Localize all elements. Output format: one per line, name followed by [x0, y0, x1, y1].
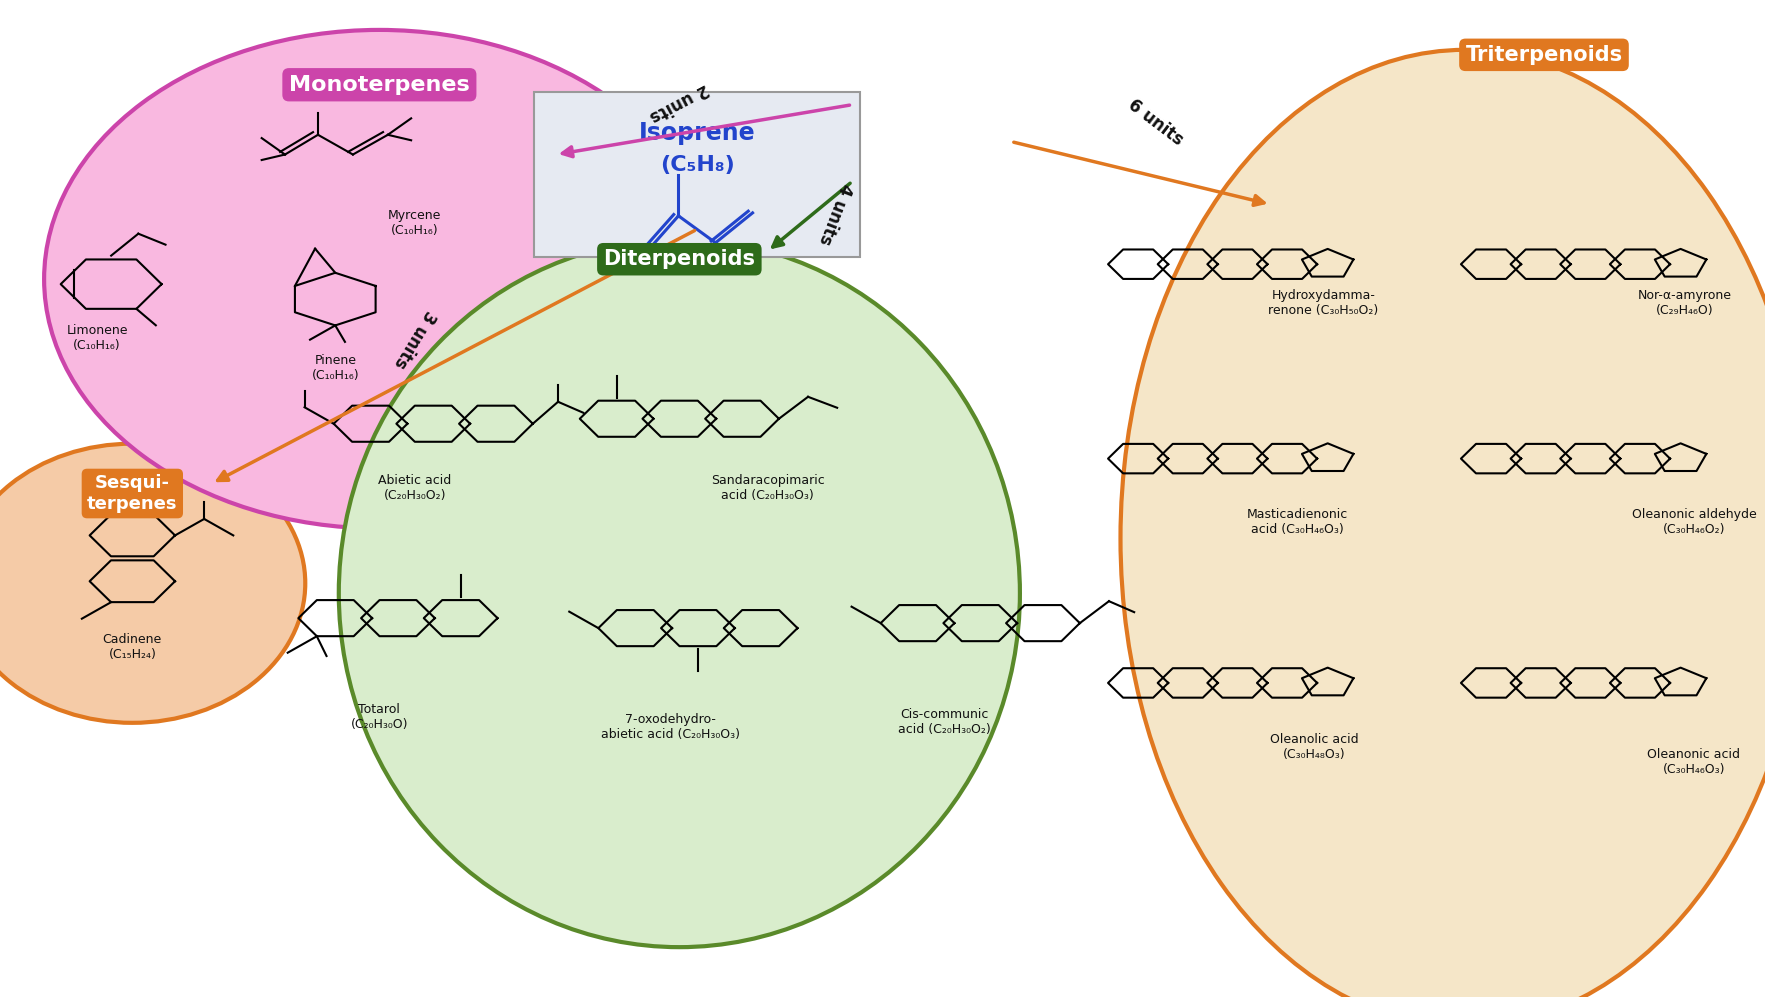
Text: Diterpenoids: Diterpenoids — [602, 249, 755, 269]
Text: Abietic acid
(C₂₀H₃₀O₂): Abietic acid (C₂₀H₃₀O₂) — [377, 474, 452, 501]
Text: Sesqui-
terpenes: Sesqui- terpenes — [87, 475, 177, 512]
Text: 4 units: 4 units — [815, 180, 854, 246]
Text: Nor-α-amyrone
(C₂₉H₄₆O): Nor-α-amyrone (C₂₉H₄₆O) — [1637, 289, 1733, 317]
Text: Isoprene: Isoprene — [638, 121, 755, 145]
Ellipse shape — [338, 239, 1021, 947]
Text: Oleanolic acid
(C₃₀H₄₈O₃): Oleanolic acid (C₃₀H₄₈O₃) — [1271, 733, 1359, 761]
Text: 3 units: 3 units — [390, 307, 439, 371]
Text: Pinene
(C₁₀H₁₆): Pinene (C₁₀H₁₆) — [312, 354, 360, 382]
Text: (C₅H₈): (C₅H₈) — [659, 155, 734, 174]
Text: 2 units: 2 units — [647, 80, 712, 126]
Text: Monoterpenes: Monoterpenes — [289, 75, 470, 95]
Text: Myrcene
(C₁₀H₁₆): Myrcene (C₁₀H₁₆) — [388, 209, 441, 237]
Text: Oleanonic acid
(C₃₀H₄₆O₃): Oleanonic acid (C₃₀H₄₆O₃) — [1648, 748, 1740, 776]
Text: Oleanonic aldehyde
(C₃₀H₄₆O₂): Oleanonic aldehyde (C₃₀H₄₆O₂) — [1632, 508, 1756, 536]
Text: Sandaracopimaric
acid (C₂₀H₃₀O₃): Sandaracopimaric acid (C₂₀H₃₀O₃) — [711, 474, 824, 501]
Ellipse shape — [0, 444, 305, 723]
Text: Cadinene
(C₁₅H₂₄): Cadinene (C₁₅H₂₄) — [103, 633, 161, 661]
Text: Totarol
(C₂₀H₃₀O): Totarol (C₂₀H₃₀O) — [351, 703, 408, 731]
Text: 7-oxodehydro-
abietic acid (C₂₀H₃₀O₃): 7-oxodehydro- abietic acid (C₂₀H₃₀O₃) — [601, 713, 741, 741]
Text: Hydroxydamma-
renone (C₃₀H₅₀O₂): Hydroxydamma- renone (C₃₀H₅₀O₂) — [1269, 289, 1379, 317]
Text: Masticadienonic
acid (C₃₀H₄₆O₃): Masticadienonic acid (C₃₀H₄₆O₃) — [1246, 508, 1347, 536]
Text: 6 units: 6 units — [1125, 96, 1187, 150]
Text: Cis-communic
acid (C₂₀H₃₀O₂): Cis-communic acid (C₂₀H₃₀O₂) — [898, 708, 991, 736]
FancyBboxPatch shape — [533, 93, 859, 257]
Ellipse shape — [44, 30, 714, 528]
Ellipse shape — [1120, 50, 1772, 997]
Text: Triterpenoids: Triterpenoids — [1465, 45, 1623, 65]
Text: Limonene
(C₁₀H₁₆): Limonene (C₁₀H₁₆) — [66, 324, 128, 352]
